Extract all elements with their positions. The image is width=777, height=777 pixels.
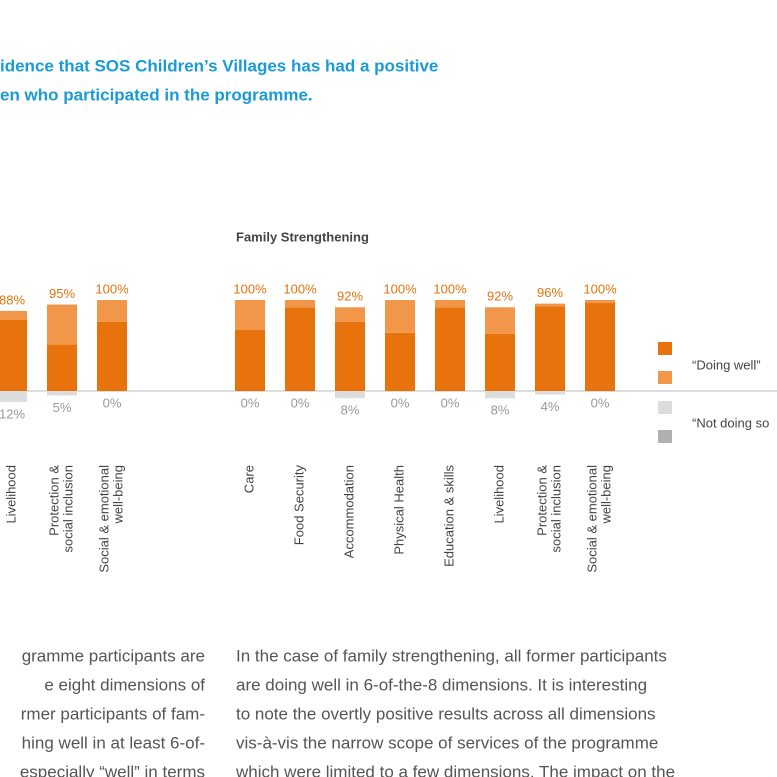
- bar-segment: [47, 391, 77, 396]
- category-label: Protection &: [46, 465, 61, 536]
- heading-line: en who participated in the programme.: [0, 85, 313, 104]
- bar-segment: [0, 310, 27, 321]
- category-label: social inclusion: [60, 465, 75, 552]
- bar-segment: [585, 300, 615, 303]
- bar-segment: [385, 300, 415, 333]
- body-line: which were limited to a few dimensions. …: [235, 762, 675, 777]
- total-label: 92%: [487, 289, 513, 304]
- category-label: social inclusion: [548, 465, 563, 552]
- total-label: 100%: [95, 281, 129, 296]
- bar-segment: [97, 321, 127, 391]
- value-label: 0%: [441, 395, 460, 410]
- body-line: are doing well in 6-of-the-8 dimensions.…: [236, 675, 647, 694]
- legend-label: “Doing well”: [692, 357, 761, 372]
- category-label: Livelihood: [3, 465, 18, 524]
- legend-swatch: [658, 401, 672, 414]
- category-label: Accommodation: [341, 465, 356, 558]
- bar-segment: [0, 391, 27, 402]
- category-label: Food Security: [291, 465, 306, 546]
- category-label: Education & skills: [441, 465, 456, 567]
- value-label: 0%: [391, 395, 410, 410]
- bar-segment: [285, 307, 315, 391]
- category-label: Social & emotional: [584, 465, 599, 573]
- legend-swatch: [658, 342, 672, 355]
- value-label: 0%: [241, 395, 260, 410]
- body-line: vis-à-vis the narrow scope of services o…: [236, 733, 658, 752]
- total-label: 100%: [383, 281, 417, 296]
- category-label: well-being: [598, 465, 613, 525]
- bar-segment: [335, 307, 365, 322]
- value-label: 0%: [291, 395, 310, 410]
- body-line: rmer participants of fam-: [21, 704, 205, 723]
- value-label: 8%: [341, 403, 360, 418]
- bar-segment: [335, 391, 365, 399]
- category-label: Care: [241, 465, 256, 493]
- bar-segment: [485, 333, 515, 391]
- chart-title: Family Strengthening: [236, 229, 369, 244]
- category-label: well-being: [110, 465, 125, 525]
- bar-segment: [535, 391, 565, 395]
- category-label: Social & emotional: [96, 465, 111, 573]
- legend-swatch: [658, 430, 672, 443]
- body-line: gramme participants are: [22, 646, 205, 665]
- bar-segment: [97, 300, 127, 322]
- total-label: 96%: [537, 285, 563, 300]
- value-label: 5%: [53, 400, 72, 415]
- bar-segment: [435, 307, 465, 391]
- body-line: In the case of family strengthening, all…: [236, 646, 667, 665]
- legend-swatch: [658, 371, 672, 384]
- total-label: 88%: [0, 292, 25, 307]
- category-label: Protection &: [534, 465, 549, 536]
- bar-segment: [285, 300, 315, 308]
- value-label: 0%: [103, 395, 122, 410]
- bar-segment: [585, 302, 615, 391]
- total-label: 95%: [49, 286, 75, 301]
- body-line: hing well in at least 6-of-: [22, 733, 205, 752]
- total-label: 100%: [433, 281, 467, 296]
- heading-line: idence that SOS Children’s Villages has …: [0, 56, 438, 75]
- category-label: Physical Health: [391, 465, 406, 555]
- total-label: 100%: [583, 281, 617, 296]
- bar-segment: [47, 304, 77, 345]
- bar-segment: [235, 300, 265, 331]
- bar-segment: [485, 307, 515, 334]
- body-line: e eight dimensions of: [44, 675, 205, 694]
- bar-segment: [535, 303, 565, 307]
- bar-segment: [47, 344, 77, 391]
- bar-segment: [235, 330, 265, 391]
- legend-label: “Not doing so: [692, 415, 769, 430]
- total-label: 100%: [283, 281, 317, 296]
- value-label: 0%: [591, 395, 610, 410]
- value-label: 12%: [0, 406, 25, 421]
- value-label: 8%: [491, 403, 510, 418]
- value-label: 4%: [541, 399, 560, 414]
- bar-segment: [0, 320, 27, 391]
- bar-segment: [335, 321, 365, 391]
- body-line: especially “well” in terms: [20, 762, 205, 777]
- total-label: 100%: [233, 281, 267, 296]
- bar-segment: [435, 300, 465, 308]
- bar-segment: [535, 306, 565, 391]
- total-label: 92%: [337, 289, 363, 304]
- body-line: to note the overtly positive results acr…: [236, 704, 656, 723]
- bar-segment: [485, 391, 515, 399]
- bar-segment: [385, 332, 415, 391]
- category-label: Livelihood: [491, 465, 506, 524]
